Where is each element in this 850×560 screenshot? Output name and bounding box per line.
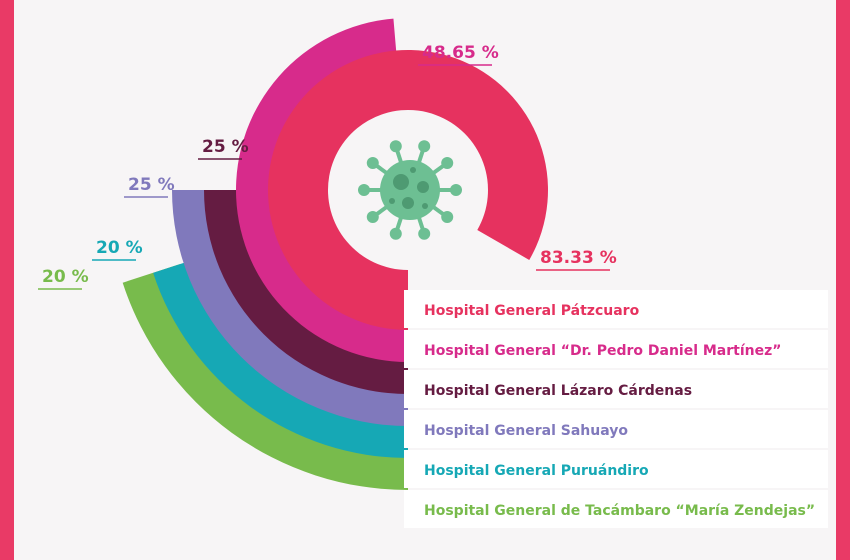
virus-icon	[358, 140, 462, 240]
frame-right-border	[836, 0, 850, 560]
pct-callout-3: 25 %	[198, 137, 249, 160]
pct-callout-6: 20 %	[38, 267, 89, 290]
pct-callout-2: 48.65 %	[418, 43, 499, 66]
legend-row-1: Hospital General Pátzcuaro	[404, 290, 828, 328]
pct-label-1: 83.33 %	[540, 248, 617, 268]
legend-row-5: Hospital General Puruándiro	[404, 450, 828, 488]
legend-label-2: Hospital General “Dr. Pedro Daniel Martí…	[424, 343, 781, 359]
pct-callout-1: 83.33 %	[536, 248, 617, 271]
frame-left-border	[0, 0, 14, 560]
ring-arc-1	[268, 50, 548, 331]
chart-rings	[122, 18, 548, 490]
legend-label-6: Hospital General de Tacámbaro “María Zen…	[424, 503, 815, 519]
legend-label-5: Hospital General Puruándiro	[424, 463, 649, 479]
value-callouts: 83.33 % 48.65 % 25 % 25 % 20 % 20 %	[38, 43, 617, 290]
pct-label-3: 25 %	[202, 137, 249, 157]
legend-label-4: Hospital General Sahuayo	[424, 423, 628, 439]
legend-row-4: Hospital General Sahuayo	[404, 410, 828, 448]
legend-row-6: Hospital General de Tacámbaro “María Zen…	[404, 490, 828, 528]
legend-label-3: Hospital General Lázaro Cárdenas	[424, 383, 692, 399]
ring-arc-2	[236, 18, 408, 362]
pct-callout-5: 20 %	[92, 238, 143, 261]
legend-row-3: Hospital General Lázaro Cárdenas	[404, 370, 828, 408]
pct-label-5: 20 %	[96, 238, 143, 258]
pct-label-6: 20 %	[42, 267, 89, 287]
legend-row-2: Hospital General “Dr. Pedro Daniel Martí…	[404, 330, 828, 368]
pct-callout-4: 25 %	[124, 175, 175, 198]
pct-label-4: 25 %	[128, 175, 175, 195]
legend: Hospital General Pátzcuaro Hospital Gener…	[404, 290, 828, 528]
legend-label-1: Hospital General Pátzcuaro	[424, 303, 640, 319]
pct-label-2: 48.65 %	[422, 43, 499, 63]
